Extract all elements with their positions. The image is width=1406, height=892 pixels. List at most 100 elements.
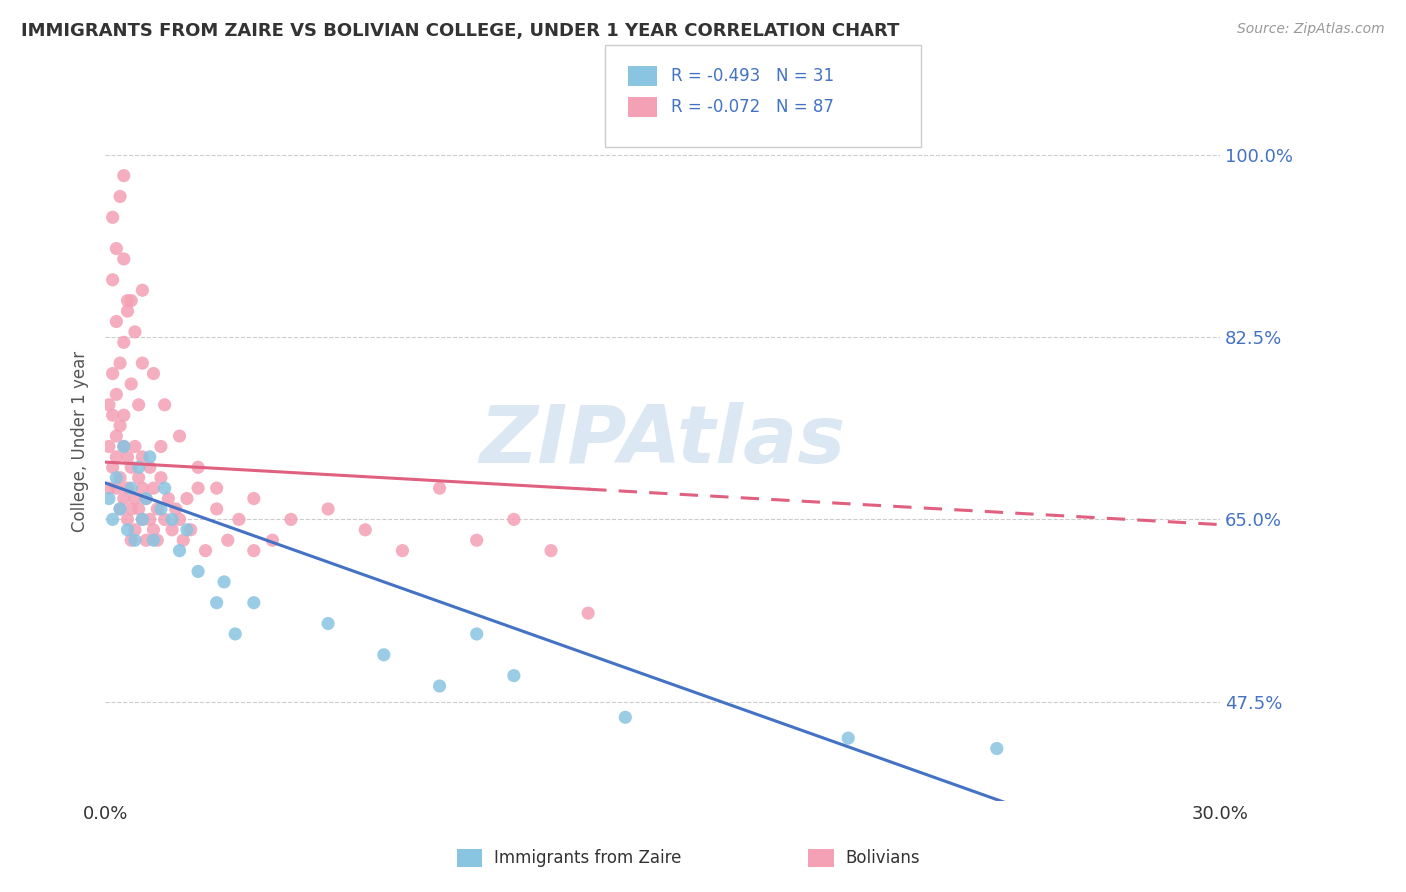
Point <box>146 502 169 516</box>
Point <box>169 512 191 526</box>
Point <box>112 440 135 454</box>
Point <box>837 731 859 745</box>
Point <box>160 523 183 537</box>
Point <box>139 512 162 526</box>
Point <box>120 293 142 308</box>
Point <box>117 450 139 464</box>
Point <box>120 376 142 391</box>
Y-axis label: College, Under 1 year: College, Under 1 year <box>72 351 89 532</box>
Point <box>128 460 150 475</box>
Point <box>108 471 131 485</box>
Point <box>120 533 142 548</box>
Point <box>97 481 120 495</box>
Point <box>105 481 128 495</box>
Point <box>117 293 139 308</box>
Point <box>131 512 153 526</box>
Text: ZIPAtlas: ZIPAtlas <box>479 402 845 480</box>
Point <box>117 304 139 318</box>
Point <box>101 211 124 225</box>
Point <box>149 502 172 516</box>
Point <box>128 502 150 516</box>
Point <box>165 502 187 516</box>
Point <box>540 543 562 558</box>
Text: Bolivians: Bolivians <box>845 849 920 867</box>
Point <box>101 273 124 287</box>
Point <box>149 440 172 454</box>
Point <box>108 502 131 516</box>
Text: R = -0.072   N = 87: R = -0.072 N = 87 <box>671 98 834 116</box>
Point <box>205 481 228 495</box>
Point <box>429 679 451 693</box>
Point <box>157 491 180 506</box>
Point <box>187 565 209 579</box>
Point <box>97 491 120 506</box>
Point <box>205 502 228 516</box>
Point <box>120 481 142 495</box>
Point <box>316 502 339 516</box>
Point <box>153 481 176 495</box>
Point <box>217 533 239 548</box>
Point <box>153 512 176 526</box>
Point <box>614 710 637 724</box>
Text: R = -0.493   N = 31: R = -0.493 N = 31 <box>671 67 834 85</box>
Point <box>135 491 157 506</box>
Point <box>108 502 131 516</box>
Point <box>120 460 142 475</box>
Point <box>262 533 284 548</box>
Point <box>465 533 488 548</box>
Point <box>149 471 172 485</box>
Point <box>101 512 124 526</box>
Point <box>205 596 228 610</box>
Point <box>112 252 135 266</box>
Point <box>101 460 124 475</box>
Point <box>124 491 146 506</box>
Text: Source: ZipAtlas.com: Source: ZipAtlas.com <box>1237 22 1385 37</box>
Point <box>142 523 165 537</box>
Point <box>128 471 150 485</box>
Point <box>112 408 135 422</box>
Point <box>212 574 235 589</box>
Point <box>105 242 128 256</box>
Text: IMMIGRANTS FROM ZAIRE VS BOLIVIAN COLLEGE, UNDER 1 YEAR CORRELATION CHART: IMMIGRANTS FROM ZAIRE VS BOLIVIAN COLLEG… <box>21 22 900 40</box>
Point <box>172 533 194 548</box>
Point <box>131 481 153 495</box>
Point <box>117 512 139 526</box>
Point <box>316 616 339 631</box>
Point <box>131 450 153 464</box>
Point <box>243 596 266 610</box>
Point <box>131 283 153 297</box>
Point <box>139 460 162 475</box>
Point <box>97 398 120 412</box>
Point <box>108 356 131 370</box>
Point <box>180 523 202 537</box>
Point <box>112 491 135 506</box>
Point <box>124 440 146 454</box>
Point <box>131 512 153 526</box>
Point <box>176 491 198 506</box>
Point <box>108 189 131 203</box>
Point <box>105 314 128 328</box>
Point <box>142 533 165 548</box>
Point <box>429 481 451 495</box>
Point <box>502 512 524 526</box>
Point <box>124 533 146 548</box>
Point <box>373 648 395 662</box>
Point <box>105 429 128 443</box>
Point <box>101 367 124 381</box>
Point <box>120 502 142 516</box>
Point <box>243 543 266 558</box>
Point <box>112 335 135 350</box>
Point <box>112 169 135 183</box>
Point <box>187 481 209 495</box>
Point <box>139 450 162 464</box>
Point <box>502 668 524 682</box>
Point <box>169 543 191 558</box>
Point <box>146 533 169 548</box>
Point <box>108 418 131 433</box>
Point <box>131 356 153 370</box>
Point <box>391 543 413 558</box>
Point <box>117 481 139 495</box>
Point <box>228 512 250 526</box>
Point <box>243 491 266 506</box>
Point <box>465 627 488 641</box>
